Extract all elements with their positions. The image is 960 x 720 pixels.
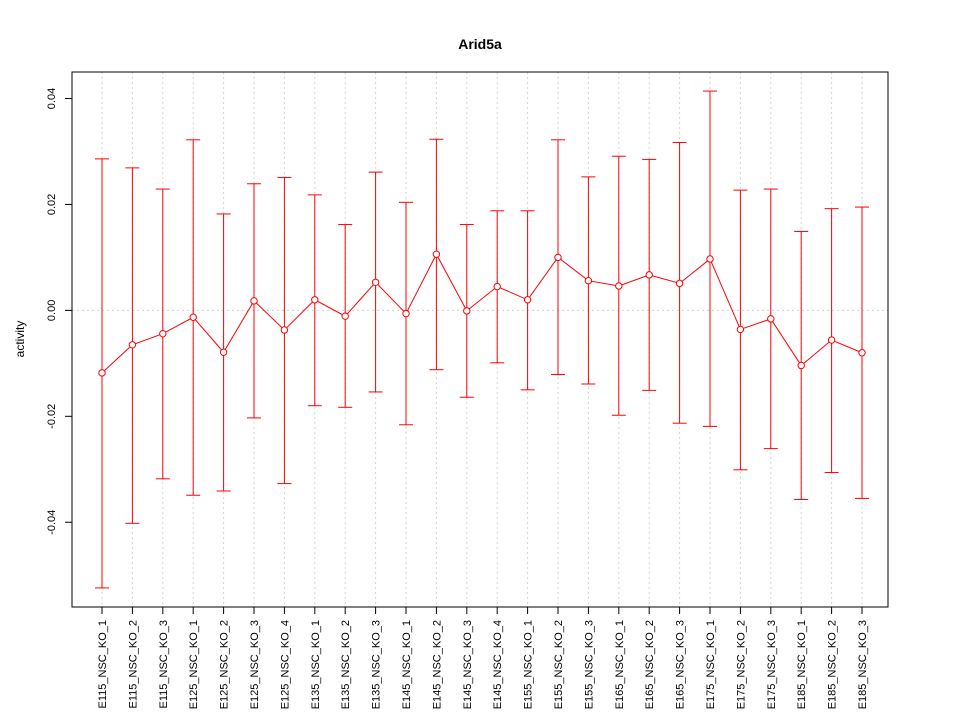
x-tick-label: E145_NSC_KO_4 [492,620,504,709]
x-tick-label: E115_NSC_KO_1 [97,620,109,708]
data-point [736,325,745,334]
data-point [706,255,714,263]
plot-frame [71,71,889,608]
data-point [797,361,805,370]
data-point [463,307,471,315]
data-point [128,341,137,349]
x-tick-label: E185_NSC_KO_2 [827,620,839,709]
data-point [402,309,410,318]
data-point [554,253,562,262]
y-axis: -0.04 -0.02 0.00 0.02 0.04 [46,88,72,535]
data-point [523,296,532,304]
x-tick-label: E125_NSC_KO_2 [219,620,231,709]
x-axis: E115_NSC_KO_1 E115_NSC_KO_2 E115_NSC_KO_3 E… [97,607,869,709]
error-bars [95,90,869,589]
y-tick-label: 0.00 [46,300,58,321]
data-point [219,348,228,356]
x-tick-label: E135_NSC_KO_2 [340,620,352,709]
series-line [101,253,863,374]
x-tick-label: E115_NSC_KO_3 [158,620,170,708]
data-point [827,336,836,344]
data-point [371,278,380,286]
data-point [493,282,501,291]
data-point [615,282,623,290]
y-tick-label: -0.02 [46,404,58,429]
x-tick-label: E145_NSC_KO_2 [431,620,443,709]
x-tick-label: E155_NSC_KO_1 [523,620,535,709]
data-point [432,250,441,258]
chart-title: Arid5a [458,36,502,52]
data-point [311,296,319,304]
series-polyline [101,253,863,374]
y-tick-label: -0.04 [46,510,58,535]
x-tick-label: E135_NSC_KO_3 [371,620,383,709]
data-point [858,349,866,357]
x-tick-label: E125_NSC_KO_3 [249,620,261,709]
data-point [159,329,167,338]
data-point [98,369,106,377]
x-tick-label: E165_NSC_KO_2 [644,620,656,709]
data-points [98,250,866,377]
grid [72,72,888,607]
x-tick-label: E155_NSC_KO_2 [553,620,565,709]
x-tick-label: E165_NSC_KO_3 [675,620,687,709]
x-tick-label: E165_NSC_KO_1 [614,620,626,709]
x-tick-label: E135_NSC_KO_1 [310,620,322,709]
x-tick-label: E175_NSC_KO_1 [705,620,717,709]
x-tick-label: E175_NSC_KO_2 [735,620,747,709]
y-tick-label: 0.04 [46,88,58,109]
x-tick-label: E155_NSC_KO_3 [583,620,595,709]
x-tick-label: E145_NSC_KO_3 [462,620,474,709]
data-point [645,271,653,279]
x-tick-label: E185_NSC_KO_3 [857,620,869,709]
x-tick-label: E175_NSC_KO_3 [766,620,778,709]
x-tick-label: E185_NSC_KO_1 [796,620,808,709]
data-point [584,277,593,285]
data-point [250,297,258,305]
data-point [189,313,197,321]
data-point [341,312,349,320]
x-tick-label: E125_NSC_KO_4 [279,620,291,709]
x-tick-label: E125_NSC_KO_1 [188,620,200,709]
y-axis-label: activity [13,321,27,358]
x-tick-label: E115_NSC_KO_2 [127,620,139,708]
data-point [675,279,684,288]
data-point [280,326,289,334]
x-tick-label: E145_NSC_KO_1 [401,620,413,709]
y-tick-label: 0.02 [46,194,58,215]
data-point [767,315,775,323]
